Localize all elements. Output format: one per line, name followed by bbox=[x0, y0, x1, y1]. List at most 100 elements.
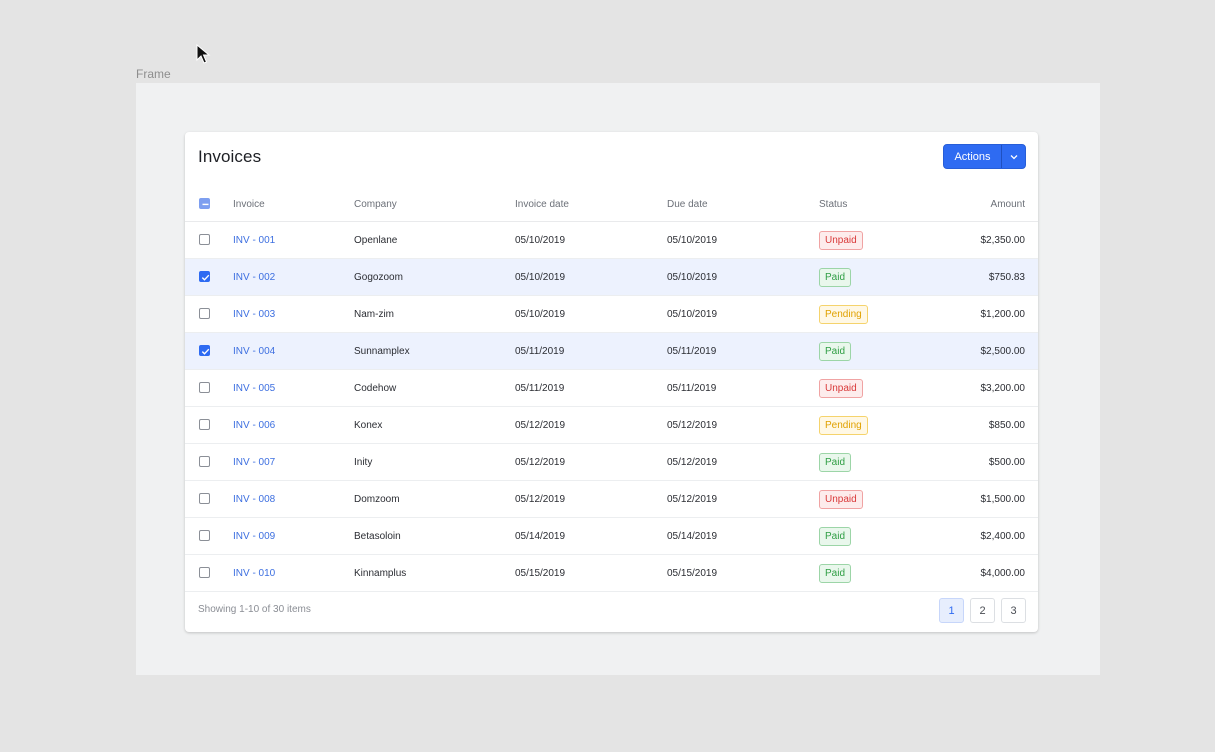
row-checkbox-cell bbox=[185, 517, 233, 555]
invoice-link[interactable]: INV - 008 bbox=[233, 493, 276, 505]
row-checkbox-cell bbox=[185, 443, 233, 481]
table-row[interactable]: INV - 008 Domzoom 05/12/2019 05/12/2019 Unpa… bbox=[185, 480, 1038, 518]
row-checkbox-cell bbox=[185, 406, 233, 444]
row-checkbox[interactable] bbox=[199, 382, 210, 394]
row-checkbox-cell bbox=[185, 554, 233, 592]
status-cell: Pending bbox=[819, 295, 929, 333]
page-button-3[interactable]: 3 bbox=[1001, 598, 1026, 623]
mouse-pointer-icon bbox=[196, 44, 211, 64]
row-checkbox[interactable] bbox=[199, 567, 210, 579]
invoice-cell: INV - 010 bbox=[233, 554, 354, 592]
select-all-checkbox[interactable] bbox=[199, 198, 210, 210]
card-header: Invoices Actions bbox=[185, 132, 1038, 182]
table-row[interactable]: INV - 007 Inity 05/12/2019 05/12/2019 Paid $5… bbox=[185, 443, 1038, 481]
amount-cell: $750.83 bbox=[929, 258, 1038, 296]
row-checkbox[interactable] bbox=[199, 493, 210, 505]
status-cell: Paid bbox=[819, 443, 929, 481]
invoice-link[interactable]: INV - 006 bbox=[233, 419, 276, 431]
invoice-cell: INV - 005 bbox=[233, 369, 354, 407]
amount-cell: $4,000.00 bbox=[929, 554, 1038, 592]
actions-dropdown-toggle[interactable] bbox=[1002, 145, 1025, 168]
invoice-link[interactable]: INV - 007 bbox=[233, 456, 276, 468]
invoice-cell: INV - 002 bbox=[233, 258, 354, 296]
status-badge: Unpaid bbox=[819, 489, 863, 509]
page-button-1[interactable]: 1 bbox=[939, 598, 964, 623]
status-cell: Paid bbox=[819, 517, 929, 555]
invoice-link[interactable]: INV - 003 bbox=[233, 308, 276, 320]
invoice-date-cell: 05/11/2019 bbox=[515, 332, 667, 370]
company-cell: Konex bbox=[354, 406, 515, 444]
invoice-date-cell: 05/12/2019 bbox=[515, 480, 667, 518]
column-header-company[interactable]: Company bbox=[354, 187, 515, 222]
due-date-cell: 05/12/2019 bbox=[667, 406, 819, 444]
invoice-link[interactable]: INV - 005 bbox=[233, 382, 276, 394]
due-date-cell: 05/12/2019 bbox=[667, 480, 819, 518]
invoice-date-cell: 05/15/2019 bbox=[515, 554, 667, 592]
table-row[interactable]: INV - 002 Gogozoom 05/10/2019 05/10/2019 Pai… bbox=[185, 258, 1038, 296]
row-checkbox-cell bbox=[185, 295, 233, 333]
table-row[interactable]: INV - 004 Sunnamplex 05/11/2019 05/11/2019 P… bbox=[185, 332, 1038, 370]
invoice-cell: INV - 006 bbox=[233, 406, 354, 444]
invoice-link[interactable]: INV - 002 bbox=[233, 271, 276, 283]
status-badge: Unpaid bbox=[819, 230, 863, 250]
company-cell: Sunnamplex bbox=[354, 332, 515, 370]
status-badge: Paid bbox=[819, 341, 852, 361]
frame: Invoices Actions bbox=[136, 83, 1100, 675]
invoice-cell: INV - 008 bbox=[233, 480, 354, 518]
amount-cell: $2,350.00 bbox=[929, 221, 1038, 259]
status-cell: Paid bbox=[819, 332, 929, 370]
column-header-amount[interactable]: Amount bbox=[929, 187, 1038, 222]
actions-split-button: Actions bbox=[943, 144, 1026, 169]
table-row[interactable]: INV - 010 Kinnamplus 05/15/2019 05/15/2019 P… bbox=[185, 554, 1038, 592]
invoice-cell: INV - 007 bbox=[233, 443, 354, 481]
row-checkbox-cell bbox=[185, 369, 233, 407]
status-cell: Paid bbox=[819, 258, 929, 296]
company-cell: Gogozoom bbox=[354, 258, 515, 296]
amount-cell: $500.00 bbox=[929, 443, 1038, 481]
invoice-link[interactable]: INV - 010 bbox=[233, 567, 276, 579]
row-checkbox[interactable] bbox=[199, 419, 210, 431]
due-date-cell: 05/10/2019 bbox=[667, 221, 819, 259]
company-cell: Betasoloin bbox=[354, 517, 515, 555]
row-checkbox[interactable] bbox=[199, 308, 210, 320]
table-row[interactable]: INV - 003 Nam-zim 05/10/2019 05/10/2019 Pend… bbox=[185, 295, 1038, 333]
column-header-due-date[interactable]: Due date bbox=[667, 187, 819, 222]
status-cell: Unpaid bbox=[819, 369, 929, 407]
chevron-down-icon bbox=[1010, 154, 1017, 159]
row-checkbox-cell bbox=[185, 221, 233, 259]
column-header-invoice-date[interactable]: Invoice date bbox=[515, 187, 667, 222]
row-checkbox[interactable] bbox=[199, 530, 210, 542]
invoice-link[interactable]: INV - 001 bbox=[233, 234, 276, 246]
row-checkbox[interactable] bbox=[199, 345, 210, 357]
due-date-cell: 05/12/2019 bbox=[667, 443, 819, 481]
row-checkbox[interactable] bbox=[199, 234, 210, 246]
invoice-date-cell: 05/11/2019 bbox=[515, 369, 667, 407]
table-header-row: Invoice Company Invoice date Due date St… bbox=[185, 187, 1038, 222]
status-badge: Pending bbox=[819, 415, 868, 435]
table-row[interactable]: INV - 005 Codehow 05/11/2019 05/11/2019 Unpa… bbox=[185, 369, 1038, 407]
table-row[interactable]: INV - 001 Openlane 05/10/2019 05/10/2019 Unp… bbox=[185, 221, 1038, 259]
amount-cell: $2,400.00 bbox=[929, 517, 1038, 555]
company-cell: Openlane bbox=[354, 221, 515, 259]
status-cell: Unpaid bbox=[819, 480, 929, 518]
row-checkbox[interactable] bbox=[199, 271, 210, 283]
table-row[interactable]: INV - 009 Betasoloin 05/14/2019 05/14/2019 P… bbox=[185, 517, 1038, 555]
row-checkbox[interactable] bbox=[199, 456, 210, 468]
column-header-invoice[interactable]: Invoice bbox=[233, 187, 354, 222]
actions-button[interactable]: Actions bbox=[944, 145, 1002, 168]
invoice-cell: INV - 003 bbox=[233, 295, 354, 333]
page-button-2[interactable]: 2 bbox=[970, 598, 995, 623]
table-row[interactable]: INV - 006 Konex 05/12/2019 05/12/2019 Pendin… bbox=[185, 406, 1038, 444]
status-cell: Paid bbox=[819, 554, 929, 592]
company-cell: Nam-zim bbox=[354, 295, 515, 333]
status-cell: Pending bbox=[819, 406, 929, 444]
status-badge: Paid bbox=[819, 563, 852, 583]
table-footer: Showing 1-10 of 30 items 1 2 3 bbox=[185, 588, 1038, 632]
invoice-link[interactable]: INV - 009 bbox=[233, 530, 276, 542]
checkmark-icon bbox=[201, 275, 210, 282]
status-badge: Paid bbox=[819, 267, 852, 287]
invoice-date-cell: 05/10/2019 bbox=[515, 221, 667, 259]
checkmark-icon bbox=[201, 349, 210, 356]
invoice-link[interactable]: INV - 004 bbox=[233, 345, 276, 357]
column-header-status[interactable]: Status bbox=[819, 187, 929, 222]
